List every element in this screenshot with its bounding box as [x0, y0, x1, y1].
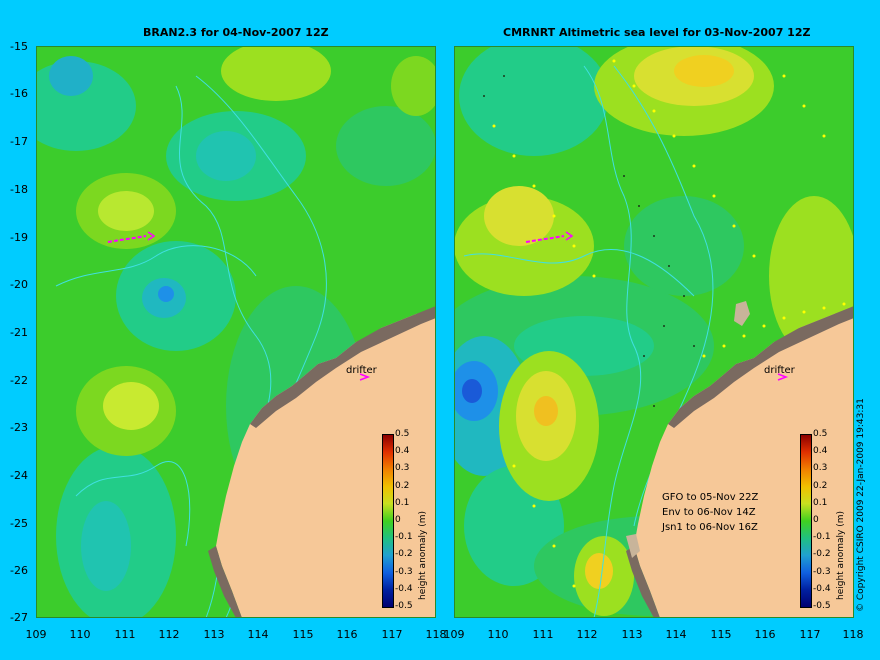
colorbar-tick: 0.4: [395, 446, 410, 456]
lat-tick: -22: [10, 374, 28, 387]
drifter-track: [525, 231, 574, 243]
colorbar-tick: 0.3: [813, 463, 828, 473]
lon-tick: 112: [158, 628, 180, 641]
colorbar-tick: 0.1: [395, 498, 410, 508]
colorbar-tick: -0.3: [395, 567, 413, 577]
lat-tick: -15: [10, 40, 28, 53]
left-map-panel: [36, 46, 436, 618]
colorbar-tick: 0.2: [395, 481, 410, 491]
right-map-canvas: [454, 46, 854, 618]
colorbar-tick: -0.5: [813, 601, 831, 611]
lon-tick: 116: [336, 628, 358, 641]
colorbar-tick: 0.3: [395, 463, 410, 473]
lon-tick: 111: [114, 628, 136, 641]
lon-tick: 110: [69, 628, 91, 641]
right-drifter-label: drifter: [764, 365, 795, 376]
altimeter-obs-dots: [483, 75, 695, 447]
colorbar-gradient: [382, 434, 394, 608]
lon-tick: 115: [710, 628, 732, 641]
colorbar-tick: -0.2: [813, 549, 831, 559]
colorbar-tick: 0.5: [395, 429, 410, 439]
drifter-legend-arrow: [777, 373, 789, 381]
lat-tick: -21: [10, 326, 28, 339]
lon-tick: 118: [425, 628, 447, 641]
lon-tick: 112: [576, 628, 598, 641]
lon-tick: 114: [247, 628, 269, 641]
lat-tick: -25: [10, 517, 28, 530]
lon-tick: 111: [532, 628, 554, 641]
satellite-line: Jsn1 to 06-Nov 16Z: [662, 522, 758, 533]
colorbar-tick: 0.5: [813, 429, 828, 439]
lat-tick: -20: [10, 278, 28, 291]
satellite-line: Env to 06-Nov 14Z: [662, 507, 756, 518]
lon-tick: 110: [487, 628, 509, 641]
lon-tick: 117: [381, 628, 403, 641]
colorbar-title: height anomaly (m): [836, 510, 846, 600]
colorbar-tick: -0.5: [395, 601, 413, 611]
colorbar-tick: 0.1: [813, 498, 828, 508]
lat-tick: -23: [10, 421, 28, 434]
colorbar-tick: 0: [813, 515, 819, 525]
lon-tick: 117: [799, 628, 821, 641]
right-map-title: CMRNRT Altimetric sea level for 03-Nov-2…: [503, 26, 811, 39]
colorbar-tick: -0.4: [813, 584, 831, 594]
lat-tick: -19: [10, 231, 28, 244]
right-map-panel: [454, 46, 854, 618]
lat-tick: -27: [10, 611, 28, 624]
lat-tick: -17: [10, 135, 28, 148]
satellite-line: GFO to 05-Nov 22Z: [662, 492, 759, 503]
lon-tick: 113: [621, 628, 643, 641]
lat-tick: -24: [10, 469, 28, 482]
lat-tick: -26: [10, 564, 28, 577]
colorbar-tick: -0.3: [813, 567, 831, 577]
colorbar-tick: -0.2: [395, 549, 413, 559]
colorbar-tick: 0.2: [813, 481, 828, 491]
lon-tick: 115: [292, 628, 314, 641]
copyright-notice: © Copyright CSIRO 2009 22-Jan-2009 19:43…: [856, 398, 866, 612]
satellite-track-dots: [492, 59, 846, 588]
colorbar-tick: -0.1: [395, 532, 413, 542]
lat-tick: -18: [10, 183, 28, 196]
lon-tick: 113: [203, 628, 225, 641]
left-map-canvas: [36, 46, 436, 618]
colorbar-gradient: [800, 434, 812, 608]
lon-tick: 114: [665, 628, 687, 641]
lon-tick: 116: [754, 628, 776, 641]
drifter-track: [107, 231, 156, 243]
drifter-legend-arrow: [359, 373, 371, 381]
satellite-pass-info: GFO to 05-Nov 22Z Env to 06-Nov 14Z Jsn1…: [662, 490, 758, 535]
left-drifter-label: drifter: [346, 365, 377, 376]
colorbar-tick: 0: [395, 515, 401, 525]
lat-tick: -16: [10, 87, 28, 100]
colorbar-tick: -0.4: [395, 584, 413, 594]
colorbar-tick: -0.1: [813, 532, 831, 542]
left-map-title: BRAN2.3 for 04-Nov-2007 12Z: [143, 26, 329, 39]
lon-tick: 118: [842, 628, 864, 641]
colorbar-tick: 0.4: [813, 446, 828, 456]
lon-tick: 109: [443, 628, 465, 641]
colorbar-title: height anomaly (m): [418, 510, 428, 600]
lon-tick: 109: [25, 628, 47, 641]
